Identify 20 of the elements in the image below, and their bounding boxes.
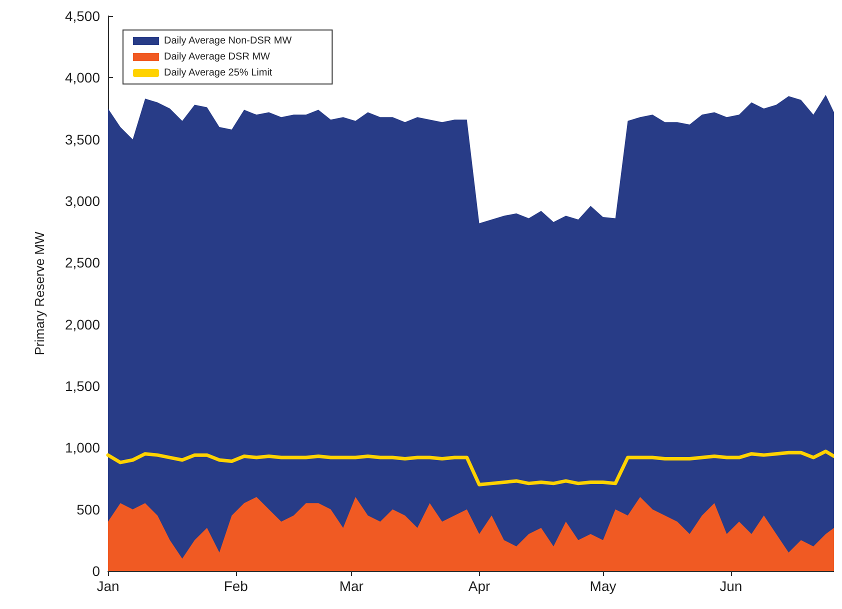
x-tick-label: Jun — [720, 578, 742, 594]
legend-label: Daily Average 25% Limit — [164, 68, 272, 78]
y-tick-label: 1,000 — [64, 440, 100, 456]
y-tick-label: 2,000 — [64, 316, 100, 332]
y-tick-label: 500 — [76, 501, 100, 518]
x-tick-label: Mar — [339, 578, 364, 594]
y-tick-label: 1,500 — [64, 378, 100, 394]
x-tick-label: Feb — [224, 578, 248, 594]
y-axis-title: Primary Reserve MW — [32, 231, 47, 356]
x-tick-label: May — [590, 578, 616, 594]
y-tick-label: 0 — [92, 563, 100, 579]
legend-label: Daily Average DSR MW — [164, 52, 271, 62]
y-tick-label: 3,000 — [64, 193, 100, 209]
x-tick-label: Jan — [96, 578, 120, 594]
y-tick-label: 2,500 — [64, 254, 100, 271]
legend-label: Daily Average Non-DSR MW — [164, 36, 292, 46]
y-tick-label: 4,500 — [64, 8, 100, 24]
y-tick-label: 3,500 — [64, 131, 100, 148]
y-tick-label: 4,000 — [64, 70, 100, 86]
x-tick-label: Apr — [468, 578, 490, 594]
